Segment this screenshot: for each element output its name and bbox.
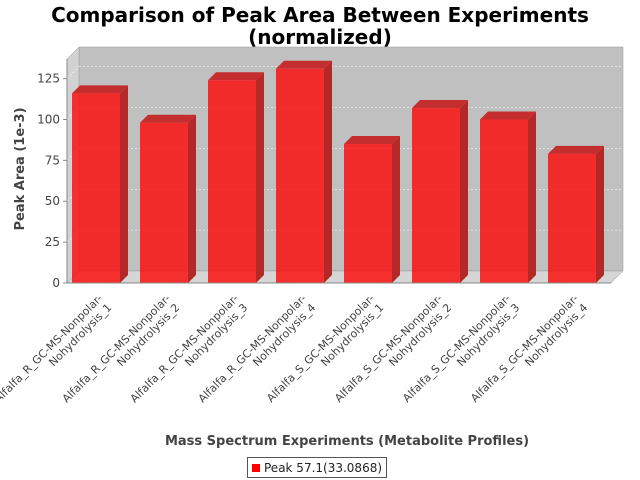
bar-side	[460, 100, 468, 284]
bar	[344, 144, 392, 283]
bar-top	[276, 60, 332, 69]
bar-side	[256, 72, 264, 283]
bar-top	[344, 136, 400, 145]
legend: Peak 57.1(33.0868)	[247, 457, 388, 478]
y-tick-label: 100	[37, 112, 60, 126]
chart-title: Comparison of Peak Area Between Experime…	[51, 3, 589, 27]
bar	[276, 68, 324, 284]
bar-side	[324, 60, 332, 284]
bar-top	[548, 145, 604, 154]
bar-top	[480, 111, 536, 120]
bar	[208, 80, 256, 283]
legend-swatch	[252, 463, 260, 472]
x-tick-label-line: Alfalfa_S_GC-MS-Nonpolar-	[332, 292, 445, 405]
bar-top	[72, 85, 128, 94]
y-tick-label: 0	[52, 276, 60, 290]
bar	[480, 119, 528, 283]
bar-side	[188, 114, 196, 284]
bar-top	[412, 100, 468, 109]
x-tick-label-line: Alfalfa_R_GC-MS-Nonpolar-	[0, 292, 105, 405]
chart-subtitle: (normalized)	[248, 25, 392, 49]
bar-side	[392, 136, 400, 283]
x-tick-label-line: Alfalfa_S_GC-MS-Nonpolar-	[264, 292, 377, 405]
y-tick-label: 75	[45, 153, 60, 167]
bar-side	[596, 145, 604, 283]
bar	[72, 93, 120, 283]
x-tick-label-line: Alfalfa_S_GC-MS-Nonpolar-	[400, 292, 513, 405]
x-tick-label-line: Alfalfa_R_GC-MS-Nonpolar-	[128, 292, 241, 405]
bar-top	[208, 72, 264, 81]
legend-label: Peak 57.1(33.0868)	[264, 460, 383, 475]
y-tick-label: 25	[45, 235, 60, 249]
x-tick-label-line: Alfalfa_R_GC-MS-Nonpolar-	[196, 292, 309, 405]
bar	[412, 108, 460, 284]
y-tick-label: 50	[45, 194, 60, 208]
gridline-side	[66, 66, 80, 79]
bar-side	[120, 85, 128, 283]
bar	[140, 122, 188, 284]
y-tick-label: 125	[37, 72, 60, 86]
x-tick-label-line: Alfalfa_R_GC-MS-Nonpolar-	[60, 292, 173, 405]
x-tick-label: Alfalfa_R_GC-MS-Nonpolar-Nohydrolysis_1	[0, 292, 114, 405]
y-axis-label: Peak Area (1e-3)	[13, 107, 28, 230]
x-axis-label: Mass Spectrum Experiments (Metabolite Pr…	[165, 434, 529, 449]
x-tick-label-line: Alfalfa_S_GC-MS-Nonpolar-	[468, 292, 581, 405]
bar-top	[140, 114, 196, 123]
bar	[548, 153, 596, 283]
bar-side	[528, 111, 536, 283]
